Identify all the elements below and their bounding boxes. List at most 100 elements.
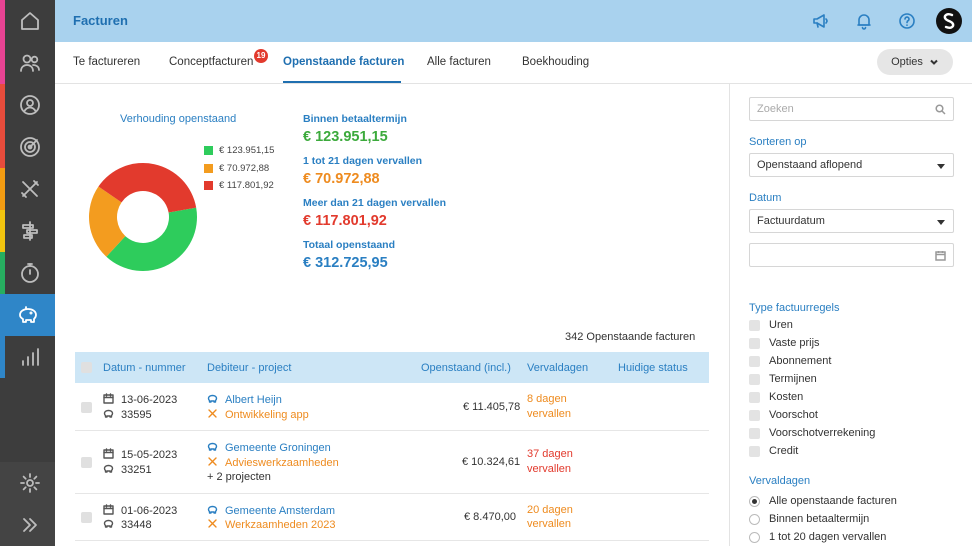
calendar-icon	[935, 251, 946, 261]
checkbox[interactable]	[749, 427, 760, 439]
checkbox[interactable]	[749, 319, 760, 331]
column-debtor-project[interactable]: Debiteur - project	[207, 362, 292, 374]
row-checkbox[interactable]	[81, 402, 92, 413]
notifications-button[interactable]	[855, 12, 873, 30]
row-extra-projects[interactable]: + 2 projecten	[207, 471, 271, 483]
legend-label: € 123.951,15	[219, 145, 275, 157]
sidebar-item-projects[interactable]	[5, 168, 55, 210]
line-type-voorschot[interactable]: Voorschot	[749, 409, 818, 421]
filter-panel: Zoeken Sorteren op Openstaand aflopend D…	[729, 84, 972, 546]
active-tab-indicator	[283, 81, 401, 83]
column-due-days[interactable]: Vervaldagen	[527, 362, 589, 374]
radio-button[interactable]	[749, 495, 760, 507]
row-debtor[interactable]: Gemeente Groningen	[207, 441, 331, 454]
outstanding-stats: Binnen betaaltermijn € 123.951,15 1 tot …	[303, 113, 446, 281]
tab-conceptfacturen[interactable]: Conceptfacturen	[169, 56, 254, 68]
sidebar-item-relations[interactable]	[5, 42, 55, 84]
sidebar-item-settings[interactable]	[5, 462, 55, 504]
column-status[interactable]: Huidige status	[618, 362, 688, 374]
column-outstanding[interactable]: Openstaand (incl.)	[421, 362, 511, 374]
tab-boekhouding[interactable]: Boekhouding	[522, 56, 590, 68]
due-option-on-time[interactable]: Binnen betaaltermijn	[749, 513, 869, 525]
sidebar-item-profile[interactable]	[5, 84, 55, 126]
stat-label-total: Totaal openstaand	[303, 239, 395, 251]
sidebar-item-home[interactable]	[5, 0, 55, 42]
row-amount: € 8.470,00	[464, 511, 516, 523]
row-debtor[interactable]: Gemeente Amsterdam	[207, 504, 335, 517]
calendar-icon	[103, 393, 114, 404]
sort-select[interactable]: Openstaand aflopend	[749, 153, 954, 177]
sidebar-color-strip-green	[0, 252, 5, 294]
column-date-number[interactable]: Datum - nummer	[103, 362, 186, 374]
stat-label-over-21-days: Meer dan 21 dagen vervallen	[303, 197, 446, 209]
line-type-vaste-prijs[interactable]: Vaste prijs	[749, 337, 820, 349]
app-logo[interactable]	[936, 8, 962, 34]
invoice-count: 342 Openstaande facturen	[565, 331, 696, 343]
checkbox[interactable]	[749, 355, 760, 367]
tab-openstaande-facturen[interactable]: Openstaande facturen	[283, 56, 405, 68]
tab-alle-facturen[interactable]: Alle facturen	[427, 56, 491, 68]
row-project[interactable]: Werkzaamheden 2023	[207, 518, 335, 531]
row-amount: € 11.405,78	[463, 401, 521, 413]
sidebar-item-time[interactable]	[5, 252, 55, 294]
table-row[interactable]: 13-06-2023 33595 Albert Heijn Ontwikkeli…	[75, 383, 709, 431]
tools-icon	[207, 518, 218, 529]
options-button[interactable]: Opties	[877, 49, 953, 75]
announcements-button[interactable]	[812, 12, 830, 30]
row-debtor[interactable]: Albert Heijn	[207, 393, 282, 406]
tab-bar: Te factureren Conceptfacturen 19 Opensta…	[55, 42, 972, 84]
stat-label-on-time: Binnen betaaltermijn	[303, 113, 407, 125]
bar-chart-icon	[22, 348, 39, 366]
search-input[interactable]: Zoeken	[749, 97, 954, 121]
piggy-bank-icon	[103, 518, 114, 529]
line-type-uren[interactable]: Uren	[749, 319, 793, 331]
sidebar-expand[interactable]	[5, 504, 55, 546]
sort-value: Openstaand aflopend	[757, 159, 863, 171]
radio-button[interactable]	[749, 513, 760, 525]
sidebar-item-targets[interactable]	[5, 126, 55, 168]
planning-icon	[22, 221, 38, 241]
checkbox[interactable]	[749, 445, 760, 457]
stat-value-over-21-days: € 117.801,92	[303, 213, 387, 229]
line-type-termijnen[interactable]: Termijnen	[749, 373, 817, 385]
date-range-input[interactable]	[749, 243, 954, 267]
donut-slice-on-time	[106, 207, 197, 271]
select-all-checkbox[interactable]	[81, 362, 92, 373]
line-types-label: Type factuurregels	[749, 302, 840, 314]
gear-icon	[20, 473, 40, 493]
due-option-all[interactable]: Alle openstaande facturen	[749, 495, 897, 507]
line-type-voorschotverrekening[interactable]: Voorschotverrekening	[749, 427, 875, 439]
row-due-suffix: vervallen	[527, 408, 572, 420]
row-due-suffix: vervallen	[527, 518, 572, 530]
sidebar-item-reports[interactable]	[5, 336, 55, 378]
sidebar-item-planning[interactable]	[5, 210, 55, 252]
radio-button[interactable]	[749, 531, 760, 543]
line-type-abonnement[interactable]: Abonnement	[749, 355, 831, 367]
brand-logo-icon	[943, 13, 955, 29]
row-checkbox[interactable]	[81, 457, 92, 468]
checkbox[interactable]	[749, 409, 760, 421]
row-checkbox[interactable]	[81, 512, 92, 523]
checkbox[interactable]	[749, 373, 760, 385]
row-date: 15-05-2023	[103, 448, 177, 461]
due-option-1-20-days[interactable]: 1 tot 20 dagen vervallen	[749, 531, 886, 543]
tab-te-factureren[interactable]: Te factureren	[73, 56, 141, 68]
user-circle-icon	[20, 95, 40, 115]
legend-label: € 70.972,88	[219, 162, 270, 174]
line-type-credit[interactable]: Credit	[749, 445, 798, 457]
checkbox[interactable]	[749, 391, 760, 403]
table-row[interactable]: 01-06-2023 33448 Gemeente Amsterdam Werk…	[75, 494, 709, 541]
row-project[interactable]: Ontwikkeling app	[207, 408, 309, 421]
row-number: 33595	[103, 408, 152, 421]
row-project[interactable]: Advieswerkzaamheden	[207, 456, 339, 469]
help-button[interactable]	[898, 12, 916, 30]
date-type-select[interactable]: Factuurdatum	[749, 209, 954, 233]
checkbox[interactable]	[749, 337, 760, 349]
line-type-kosten[interactable]: Kosten	[749, 391, 803, 403]
table-row[interactable]: 15-05-2023 33251 Gemeente Groningen Advi…	[75, 431, 709, 494]
piggy-bank-icon	[207, 393, 218, 404]
legend-item-on-time: € 123.951,15	[204, 142, 274, 160]
sidebar-color-strip-yellow	[0, 210, 5, 252]
megaphone-icon	[813, 14, 828, 28]
sidebar-item-invoices[interactable]	[0, 294, 55, 336]
